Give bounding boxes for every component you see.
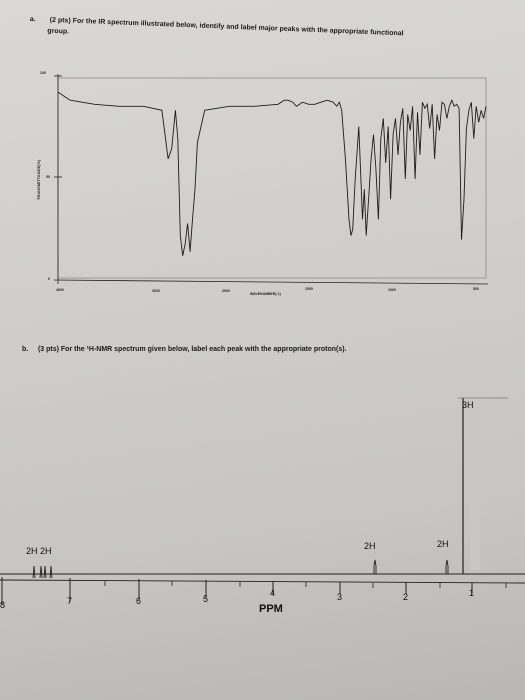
ir-x-tick-label-1000: 1000 xyxy=(388,288,396,292)
nmr-tick-label-7: 7 xyxy=(67,596,72,606)
nmr-tick-label-5: 5 xyxy=(203,594,208,604)
ir-y-axis-label: TRANSMITTANCE(%) xyxy=(36,159,41,200)
question-b: b. (3 pts) For the ¹H-NMR spectrum given… xyxy=(22,346,502,353)
nmr-tick-label-3: 3 xyxy=(337,592,342,602)
nmr-shadow xyxy=(470,400,480,570)
ir-x-tick-label-3000: 3000 xyxy=(152,289,160,293)
nmr-label-2h-a: 2H xyxy=(364,541,376,551)
nmr-label-2h-2h: 2H 2H xyxy=(26,546,52,556)
nmr-ppm-label: PPM xyxy=(259,603,283,615)
ir-x-axis-label: WAVENUMBER(-1) xyxy=(250,292,281,296)
nmr-peak-aromatic-a xyxy=(32,565,43,579)
nmr-peak-2h-a xyxy=(373,559,377,574)
nmr-tick-label-2: 2 xyxy=(403,592,408,602)
nmr-tick-label-4: 4 xyxy=(270,588,275,598)
ir-x-axis xyxy=(53,279,489,285)
ir-x-tick-label-4000: 4000 xyxy=(56,288,64,292)
ir-y-tick-label-50: 50 xyxy=(46,175,50,179)
ir-spectrum-trace xyxy=(57,91,487,256)
ir-spectrum-chart: 100 50 0 TRANSMITTANCE(%) 4000 3000 2000… xyxy=(36,71,489,296)
ir-y-tick-label-100: 100 xyxy=(40,71,46,75)
nmr-tick-label-6: 6 xyxy=(136,596,141,606)
nmr-peak-2h-b xyxy=(445,559,449,574)
question-b-text: (3 pts) For the ¹H-NMR spectrum given be… xyxy=(37,346,347,353)
nmr-peak-aromatic-b xyxy=(43,565,53,579)
nmr-ppm-axis xyxy=(0,579,525,584)
nmr-tick-label-8: 8 xyxy=(0,600,5,610)
ir-x-tick-label-500: 500 xyxy=(473,287,479,291)
nmr-label-2h-b: 2H xyxy=(437,539,449,549)
nmr-ppm-ticks: 8 7 6 5 4 3 2 1 xyxy=(0,577,507,610)
ir-x-tick-label-1500: 1500 xyxy=(305,287,313,291)
ir-y-tick-label-0: 0 xyxy=(48,277,50,281)
nmr-spectrum-chart: 3H 2H 2H 2H 2H 8 7 6 5 4 3 2 1 xyxy=(0,397,525,615)
question-b-number: b. xyxy=(22,346,29,353)
ir-x-tick-label-2000: 2000 xyxy=(222,289,230,293)
nmr-tick-label-1: 1 xyxy=(469,588,474,598)
nmr-label-3h: 3H xyxy=(462,400,474,410)
